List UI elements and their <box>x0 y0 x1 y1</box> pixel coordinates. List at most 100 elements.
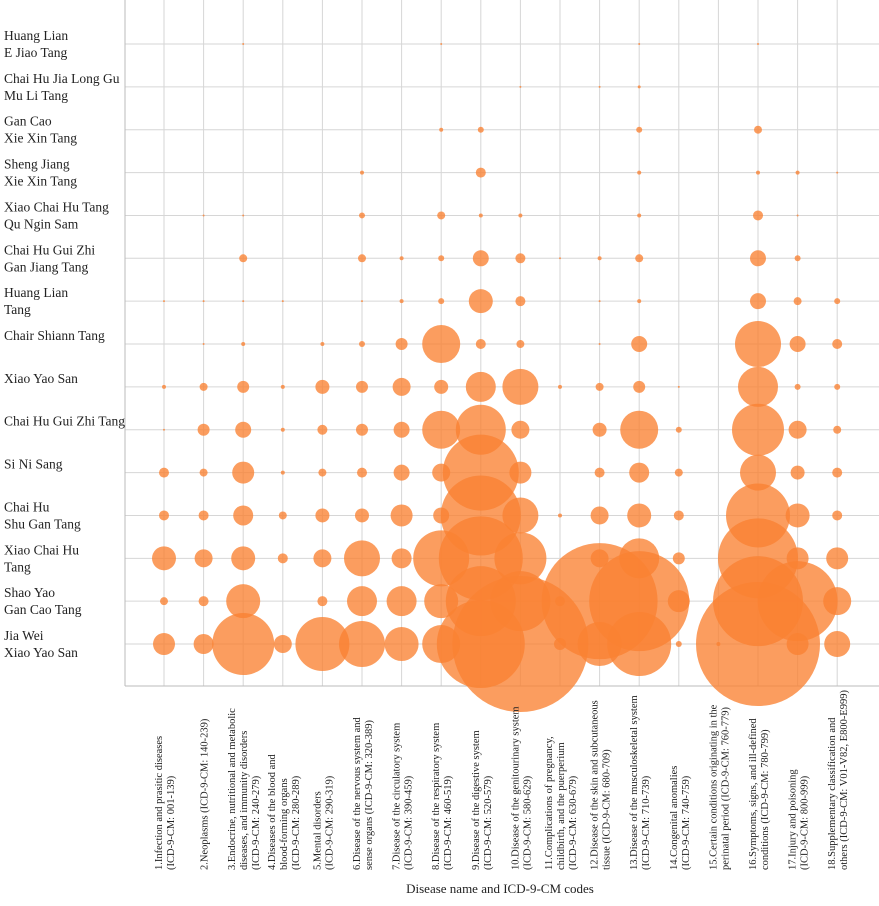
bubble <box>399 299 404 304</box>
bubble <box>198 510 209 521</box>
bubble <box>519 85 522 88</box>
bubble <box>239 254 248 263</box>
bubble <box>395 338 408 351</box>
bubble <box>232 461 255 484</box>
column-label: 16.Symptoms, signs, and ill-defined <box>748 718 759 870</box>
row-label: Sheng Jiang <box>4 157 70 172</box>
bubble <box>468 289 493 314</box>
bubble <box>393 464 410 481</box>
bubble <box>637 213 642 218</box>
column-label: 4.Diseases of the blood and <box>267 753 278 870</box>
bubble <box>607 612 672 677</box>
column-label: diseases, and immunity disorders <box>239 731 250 870</box>
column-label: perinatal period (ICD-9-CM: 760-779) <box>720 706 731 870</box>
bubble <box>317 596 328 607</box>
x-axis-title: Disease name and ICD-9-CM codes <box>406 881 594 896</box>
bubble <box>494 532 547 585</box>
bubble <box>162 384 166 389</box>
column-label: 12.Disease of the skin and subcutaneous <box>590 700 601 870</box>
bubble <box>280 470 285 475</box>
bubble <box>477 126 484 133</box>
bubble <box>595 382 604 391</box>
bubble <box>515 253 526 264</box>
bubble <box>750 293 766 310</box>
bubble <box>390 504 413 527</box>
bubble <box>793 297 802 306</box>
column-label: 17.Injury and poisoning <box>788 769 799 870</box>
bubble <box>475 167 486 178</box>
bubble <box>242 300 245 303</box>
bubble <box>440 43 443 45</box>
row-label: Shu Gan Tang <box>4 516 81 531</box>
column-label: (ICD-9-CM: 240-279) <box>251 775 262 870</box>
bubble <box>281 300 284 303</box>
bubble <box>631 336 648 353</box>
bubble <box>598 85 601 88</box>
bubble <box>318 468 327 477</box>
column-label: (ICD-9-CM: 740-759) <box>681 775 692 870</box>
bubble <box>786 633 809 656</box>
bubble <box>509 461 532 484</box>
bubble <box>198 596 209 607</box>
bubble <box>637 85 641 89</box>
column-label: 11.Complications of pregnancy, <box>544 736 555 870</box>
bubble <box>675 426 682 433</box>
row-label: Shao Yao <box>4 585 55 600</box>
column-label: 8.Disease of the respiratory system <box>431 723 442 870</box>
row-label: E Jiao Tang <box>4 45 68 60</box>
row-label: Huang Lian <box>4 28 68 43</box>
bubble <box>785 503 810 528</box>
bubble <box>277 553 288 564</box>
bubble <box>756 170 760 175</box>
bubble <box>357 467 367 478</box>
bubble <box>386 586 417 617</box>
column-label: (ICD-9-CM: 460-519) <box>443 775 454 870</box>
bubble <box>202 214 205 217</box>
bubble <box>788 420 807 439</box>
row-label: Si Ni Sang <box>4 457 63 472</box>
column-label: (ICD-9-CM: 520-579) <box>483 775 494 870</box>
bubble <box>358 254 366 263</box>
bubble <box>212 613 275 676</box>
column-label: 13.Disease of the musculoskeletal system <box>629 695 640 870</box>
row-label: Mu Li Tang <box>4 88 68 103</box>
bubble <box>620 410 659 449</box>
bubble <box>199 382 208 391</box>
bubble <box>832 510 843 521</box>
bubble <box>359 341 365 348</box>
bubble <box>518 213 523 218</box>
bubble <box>226 584 261 619</box>
row-label: Gan Jiang Tang <box>4 259 89 274</box>
bubble <box>199 468 208 477</box>
bubble <box>516 340 525 349</box>
bubble <box>320 342 325 347</box>
bubble <box>554 638 566 651</box>
bubble <box>790 465 805 480</box>
column-label: 9.Disease of the digestive system <box>471 730 482 870</box>
column-label: childbirth, and the puerperium <box>556 742 567 870</box>
row-label: Gan Cao Tang <box>4 602 82 617</box>
row-label: Xie Xin Tang <box>4 131 77 146</box>
bubble <box>826 547 849 570</box>
column-label: 2.Neoplasms (ICD-9-CM: 140-239) <box>200 718 211 870</box>
column-label: blood-forming organs <box>279 778 290 870</box>
bubble <box>677 385 680 388</box>
bubble <box>750 250 766 267</box>
bubble <box>392 377 411 396</box>
bubble <box>675 641 682 648</box>
column-label: 18.Supplementary classification and <box>827 717 838 870</box>
column-label: conditions (ICD-9-CM: 780-799) <box>760 729 771 870</box>
column-label: 15.Certain conditions originating in the <box>708 704 719 870</box>
bubble <box>598 343 601 346</box>
bubble <box>635 254 644 263</box>
column-label: 3.Endocrine, nutritional and metabolic <box>227 708 238 870</box>
row-label: Xiao Chai Hu <box>4 542 79 557</box>
bubble <box>384 627 419 662</box>
bubble <box>242 214 245 217</box>
column-label: (ICD-9-CM: 800-999) <box>800 775 811 870</box>
bubble <box>273 635 292 654</box>
row-label: Chai Hu Gui Zhi Tang <box>4 414 125 429</box>
bubble <box>233 505 254 526</box>
bubble <box>280 427 285 432</box>
